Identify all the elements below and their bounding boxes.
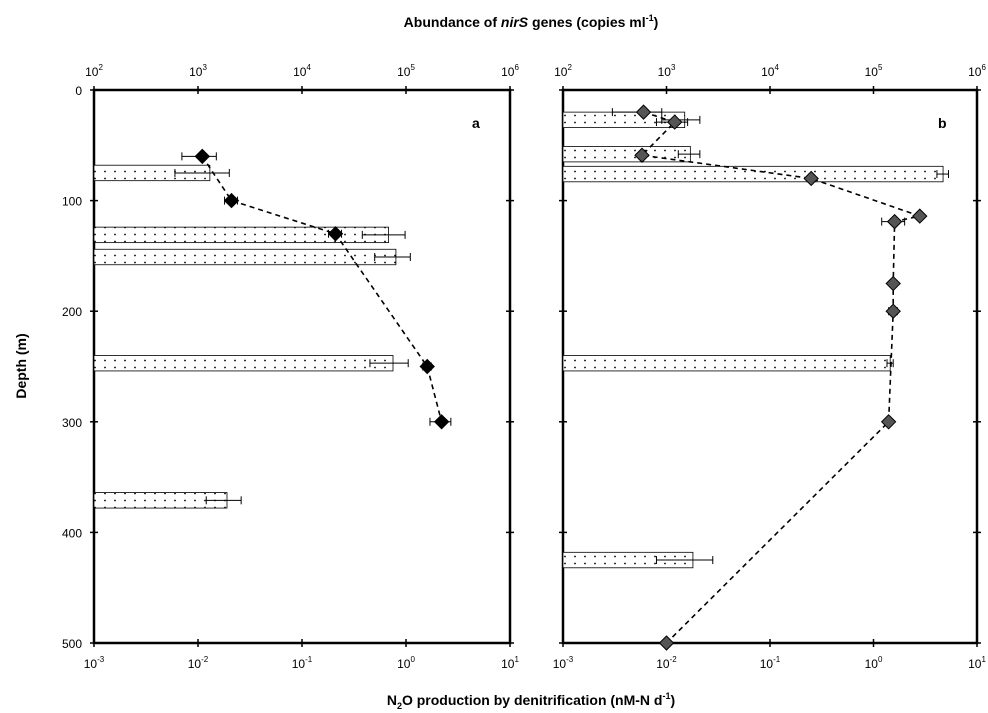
panel-b: 102 103 104 105 106 10-3 10-2 10-1 100 101 (553, 63, 987, 671)
top-tick-label-b: 103 (658, 63, 676, 79)
bottom-tick-label-a: 100 (397, 655, 415, 671)
top-tick-label-b: 102 (554, 63, 572, 79)
n2o-point (433, 414, 450, 430)
n2o-point (635, 104, 652, 120)
n2o-point (803, 170, 819, 187)
bottom-tick-label-a: 10-3 (84, 655, 105, 671)
n2o-point (880, 414, 897, 430)
y-tick-label: 0 (75, 84, 82, 98)
top-tick-label-a: 105 (397, 63, 415, 79)
y-tick-label: 300 (62, 416, 82, 430)
top-tick-label-a: 104 (293, 63, 311, 79)
n2o-point (194, 148, 211, 165)
nirs-bar (93, 226, 389, 244)
n2o-point (634, 147, 650, 163)
bottom-axis-title: N2O production by denitrification (nM-N … (387, 691, 675, 711)
top-tick-label-b: 106 (968, 63, 986, 79)
nirs-bar (562, 165, 944, 183)
n2o-point (327, 226, 344, 242)
panel-a-label: a (472, 115, 480, 131)
n2o-point (419, 358, 435, 375)
bottom-tick-label-b: 10-1 (760, 655, 781, 671)
nirs-bar (93, 355, 394, 372)
top-tick-label-b: 105 (865, 63, 883, 79)
y-tick-label: 100 (62, 195, 82, 209)
n2o-point (912, 208, 928, 224)
n2o-point (885, 275, 901, 292)
bottom-tick-label-b: 101 (968, 655, 986, 671)
nirs-bar (562, 355, 891, 372)
n2o-point (666, 114, 683, 130)
y-axis-title: Depth (m) (13, 333, 29, 398)
n2o-profile-line (640, 111, 923, 644)
y-tick-label: 400 (62, 526, 82, 540)
n2o-point (223, 192, 240, 209)
n2o-point (885, 303, 901, 319)
y-tick-label: 200 (62, 305, 82, 319)
bottom-tick-label-b: 10-3 (553, 655, 574, 671)
n2o-point (886, 213, 903, 230)
top-tick-label-b: 104 (761, 63, 779, 79)
top-tick-label-a: 103 (189, 63, 207, 79)
top-tick-label-a: 106 (501, 63, 519, 79)
bottom-tick-label-a: 10-1 (292, 655, 313, 671)
bottom-tick-label-a: 101 (501, 655, 519, 671)
panel-a: 102 103 104 105 106 10-3 10-2 10-1 100 101 0 100 200… (62, 63, 519, 671)
bottom-tick-label-a: 10-2 (188, 655, 209, 671)
y-tick-label: 500 (62, 637, 82, 651)
n2o-point (658, 635, 675, 651)
top-tick-label-a: 102 (85, 63, 103, 79)
top-axis-title: Abundance of nirS genes (copies ml-1) (404, 13, 659, 30)
bottom-tick-label-b: 10-2 (656, 655, 677, 671)
bottom-tick-label-b: 100 (865, 655, 883, 671)
panel-b-label: b (938, 115, 947, 131)
